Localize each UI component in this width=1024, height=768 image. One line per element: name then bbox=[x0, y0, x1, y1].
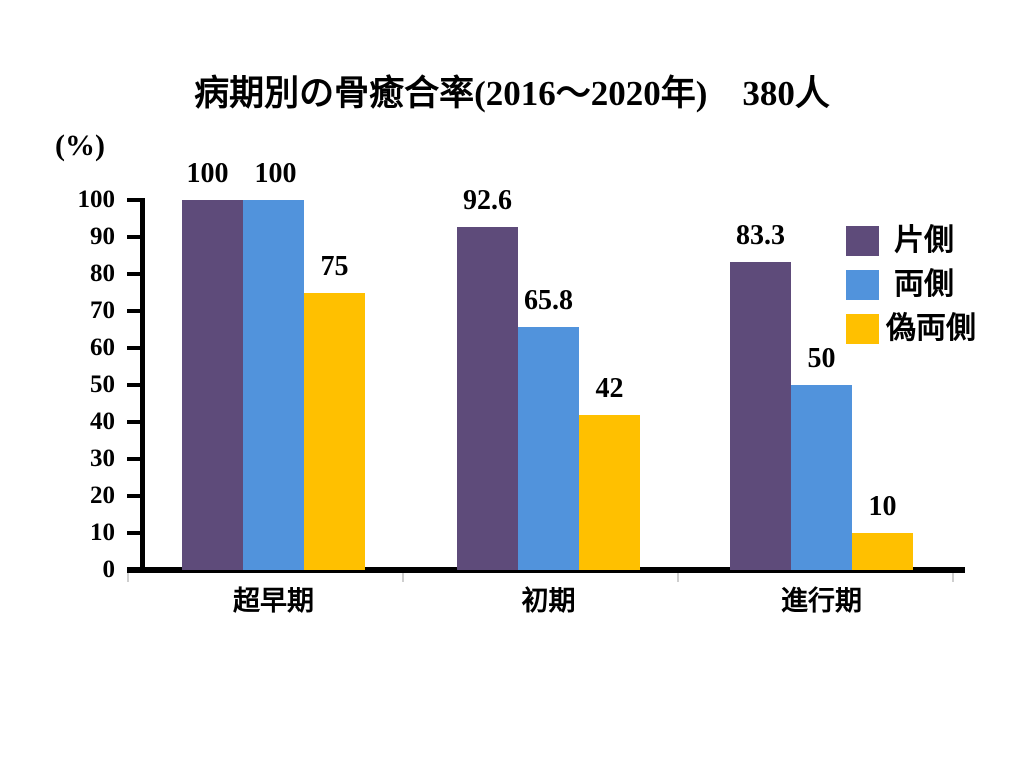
legend-color-swatch bbox=[846, 270, 879, 300]
legend-color-swatch bbox=[846, 314, 879, 344]
bar-value-label: 42 bbox=[595, 372, 624, 404]
y-axis-tick-label: 80 bbox=[90, 260, 115, 287]
x-axis-line bbox=[127, 567, 965, 573]
bar bbox=[579, 414, 640, 570]
y-axis-tick bbox=[127, 235, 142, 239]
bar bbox=[182, 200, 243, 570]
x-axis-separator bbox=[402, 573, 404, 582]
x-axis-category-label: 初期 bbox=[521, 586, 576, 616]
bar-value-label: 100 bbox=[186, 158, 229, 189]
legend-label: 片側 bbox=[894, 224, 954, 257]
y-axis-tick-label: 60 bbox=[90, 334, 115, 361]
y-axis-tick bbox=[127, 272, 142, 276]
y-axis-tick bbox=[127, 383, 142, 387]
y-axis-tick-label: 100 bbox=[77, 186, 116, 213]
y-axis-tick bbox=[127, 198, 142, 202]
y-axis-tick bbox=[127, 346, 142, 350]
bar bbox=[852, 533, 913, 570]
y-axis-tick bbox=[127, 420, 142, 424]
y-axis-tick-label: 50 bbox=[90, 371, 115, 398]
y-axis-tick bbox=[127, 457, 142, 461]
y-axis-line bbox=[140, 198, 145, 572]
y-axis-tick-label: 0 bbox=[102, 556, 116, 583]
bar-value-label: 10 bbox=[868, 491, 897, 522]
y-axis-tick-label: 20 bbox=[90, 482, 115, 509]
bar-value-label: 75 bbox=[320, 250, 349, 282]
bar bbox=[518, 326, 579, 570]
x-axis-category-label: 超早期 bbox=[233, 586, 314, 616]
chart-title: 病期別の骨癒合率(2016～2020年) 380人 bbox=[194, 74, 830, 113]
y-axis-tick bbox=[127, 309, 142, 313]
bar bbox=[243, 200, 304, 570]
x-axis-category-label: 進行期 bbox=[781, 586, 862, 616]
y-axis-tick-label: 30 bbox=[90, 445, 115, 472]
x-axis-separator bbox=[127, 573, 129, 582]
bar-value-label: 100 bbox=[254, 158, 297, 189]
y-axis-tick-label: 10 bbox=[90, 519, 115, 546]
y-axis-tick-label: 90 bbox=[90, 223, 115, 250]
bar-value-label: 92.6 bbox=[463, 185, 512, 217]
bar bbox=[304, 292, 365, 570]
x-axis-separator bbox=[677, 573, 679, 582]
legend-color-swatch bbox=[846, 226, 879, 256]
y-axis-unit-label: (%) bbox=[55, 129, 105, 162]
bar-value-label: 83.3 bbox=[736, 219, 785, 251]
y-axis-tick bbox=[127, 531, 142, 535]
y-axis-tick-label: 40 bbox=[90, 408, 115, 435]
y-axis-tick bbox=[127, 494, 142, 498]
legend-label: 偽両側 bbox=[886, 312, 976, 345]
bar bbox=[457, 227, 518, 570]
y-axis-tick-label: 70 bbox=[90, 297, 115, 324]
y-axis-tick bbox=[127, 568, 142, 572]
bar-value-label: 50 bbox=[807, 343, 836, 374]
legend-label: 両側 bbox=[894, 268, 954, 301]
bar bbox=[730, 261, 791, 570]
x-axis-separator bbox=[952, 573, 954, 582]
bar bbox=[791, 385, 852, 570]
bar-value-label: 65.8 bbox=[524, 284, 573, 316]
